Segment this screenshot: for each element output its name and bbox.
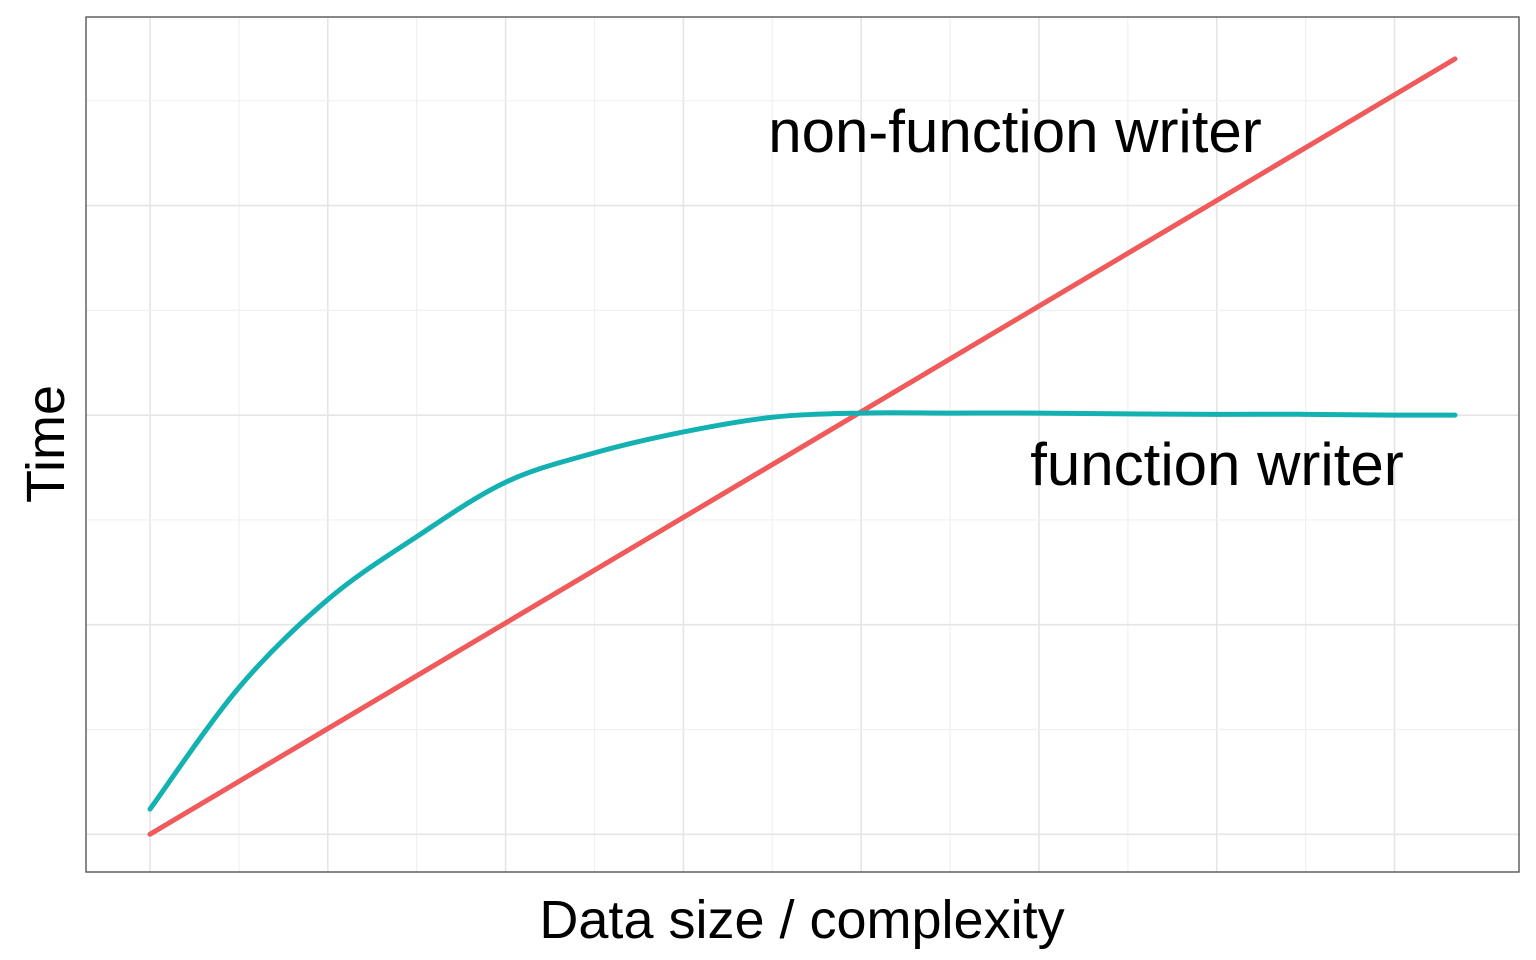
panel-border bbox=[85, 16, 1520, 873]
y-axis-title: Time bbox=[16, 385, 76, 503]
series-label-non-function-writer: non-function writer bbox=[768, 98, 1262, 165]
series-line-non-function-writer bbox=[147, 56, 1458, 837]
series-line-function-writer bbox=[147, 410, 1458, 812]
series-label-function-writer: function writer bbox=[1030, 431, 1403, 498]
x-axis-title: Data size / complexity bbox=[539, 890, 1064, 950]
grid-lines bbox=[86, 17, 1519, 872]
series-lines bbox=[147, 56, 1458, 837]
